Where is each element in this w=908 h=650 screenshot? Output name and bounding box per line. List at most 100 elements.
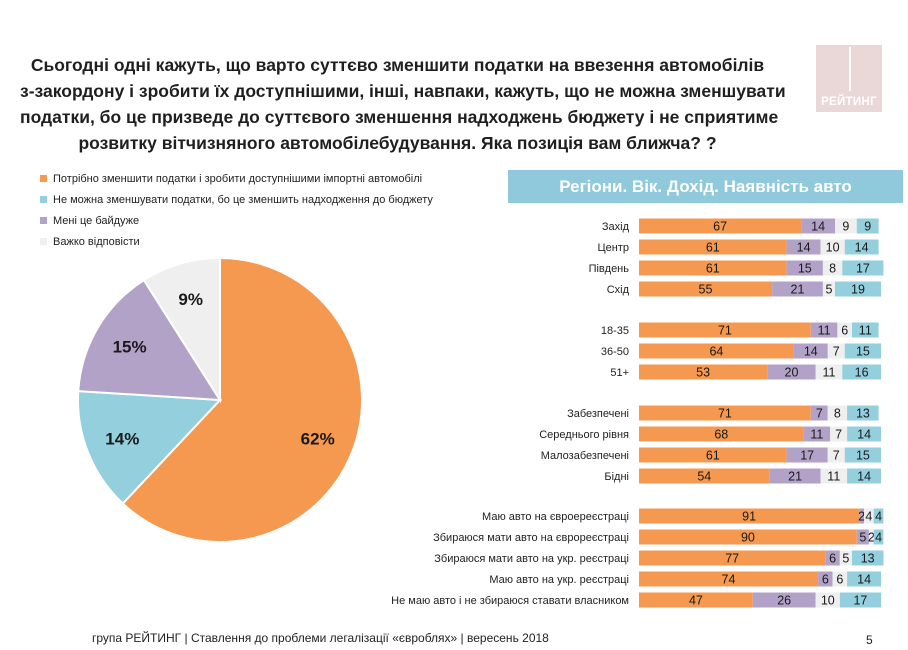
title-line: податки, бо це призведе до суттєвого зме… [20,107,779,127]
legend-item: Мені це байдуже [40,210,433,231]
title-line: Сьогодні одні кажуть, що варто суттєво з… [30,55,765,75]
bar-value-label: 14 [797,241,811,255]
bar-category-label: 51+ [610,367,629,379]
page-number: 5 [866,633,873,647]
bar-value-label: 14 [857,573,871,587]
bar-value-label: 54 [697,470,711,484]
bar-segment [839,592,881,608]
bar-value-label: 5 [842,552,849,566]
bar-value-label: 6 [829,552,836,566]
bar-segment [786,239,821,255]
bar-category-label: 36-50 [601,346,629,358]
bar-segment [639,468,770,484]
bar-segment [842,260,884,276]
bar-value-label: 7 [833,449,840,463]
bar-value-label: 68 [714,428,728,442]
bar-value-label: 11 [823,366,836,380]
bar-value-label: 17 [856,262,870,276]
legend-label: Потрібно зменшити податки і зробити дост… [53,172,423,185]
logo-text: РЕЙТИНГ [821,96,877,108]
rating-logo: РЕЙТИНГ [816,45,882,112]
bar-value-label: 7 [833,345,840,359]
footer-text: група РЕЙТИНГ | Ставлення до проблеми ле… [92,631,549,645]
bar-value-label: 11 [818,324,831,338]
bar-value-label: 4 [875,531,882,545]
bar-segment [842,364,881,380]
bar-value-label: 71 [718,324,732,338]
bar-value-label: 13 [861,552,875,566]
bar-segment [752,592,816,608]
bar-segment [803,426,831,442]
bar-segment [837,322,852,338]
bar-category-label: Маю авто на євроереєстраці [482,511,629,523]
legend-item: Важко відповісти [40,231,433,252]
bar-value-label: 74 [722,573,736,587]
bar-value-label: 14 [804,345,818,359]
bar-value-label: 14 [855,241,869,255]
bar-value-label: 17 [853,594,867,608]
bar-category-label: Збираюся мати авто на укр. реєстраці [434,553,629,565]
bar-value-label: 7 [816,407,823,421]
pie-slice-label: 14% [105,430,139,449]
bar-segment [844,447,881,463]
bar-value-label: 6 [841,324,848,338]
pie-slice [142,256,221,404]
title-line: розвитку вітчизняного автомобілебудуванн… [78,133,717,153]
legend-label: Мені це байдуже [53,214,140,227]
bar-category-label: Центр [598,242,630,254]
bar-segment [639,550,826,566]
bar-segment [793,343,828,359]
bar-segment [827,405,848,421]
bar-segment [767,364,816,380]
bar-segment [830,426,848,442]
bar-value-label: 2 [858,510,865,524]
bar-segment [859,508,864,524]
bar-value-label: 10 [821,594,835,608]
bar-segment [815,364,843,380]
bar-value-label: 15 [856,449,870,463]
bar-value-label: 26 [777,594,791,608]
bar-segment [835,281,881,297]
legend-label: Важко відповісти [53,235,140,248]
bar-value-label: 11 [810,428,823,442]
title-line: з-закордону і зробити їх доступнішими, і… [20,81,786,101]
bar-value-label: 47 [689,594,703,608]
bar-value-label: 19 [851,283,865,297]
bar-value-label: 64 [709,345,723,359]
bar-value-label: 61 [706,262,720,276]
bar-category-label: Збираюся мати авто на єврореєстраці [433,532,629,544]
bar-value-label: 9 [864,220,871,234]
bar-segment [786,447,828,463]
pie-legend: Потрібно зменшити податки і зробити дост… [40,168,433,252]
legend-label: Не можна зменшувати податки, бо це зменш… [53,193,433,206]
bar-category-label: Захід [602,221,630,233]
bar-value-label: 13 [856,407,870,421]
bar-value-label: 6 [822,573,829,587]
bar-value-label: 91 [742,510,756,524]
bar-segment [639,426,804,442]
bar-segment [822,281,835,297]
bar-value-label: 9 [842,220,849,234]
bar-segment [639,592,753,608]
bar-value-label: 4 [875,510,882,524]
bar-segment [639,529,857,545]
pie-slice-label: 62% [301,430,335,449]
bar-category-label: Бідні [604,471,629,483]
bar-segment [786,260,823,276]
bar-value-label: 5 [859,531,866,545]
bar-category-label: Не маю авто і не збираюся ставати власни… [391,595,629,607]
bar-segment [847,468,881,484]
legend-item: Потрібно зменшити податки і зробити дост… [40,168,433,189]
bar-value-label: 21 [791,283,805,297]
bar-segment [772,281,823,297]
bar-segment [810,322,838,338]
bar-segment [769,468,821,484]
bar-segment [818,571,833,587]
legend-item: Не можна зменшувати податки, бо це зменш… [40,189,433,210]
legend-swatch [40,238,47,245]
bar-value-label: 14 [857,470,871,484]
bar-value-label: 17 [800,449,814,463]
bar-segment [847,571,881,587]
breakdown-banner: Регіони. Вік. Дохід. Наявність авто [508,170,903,203]
